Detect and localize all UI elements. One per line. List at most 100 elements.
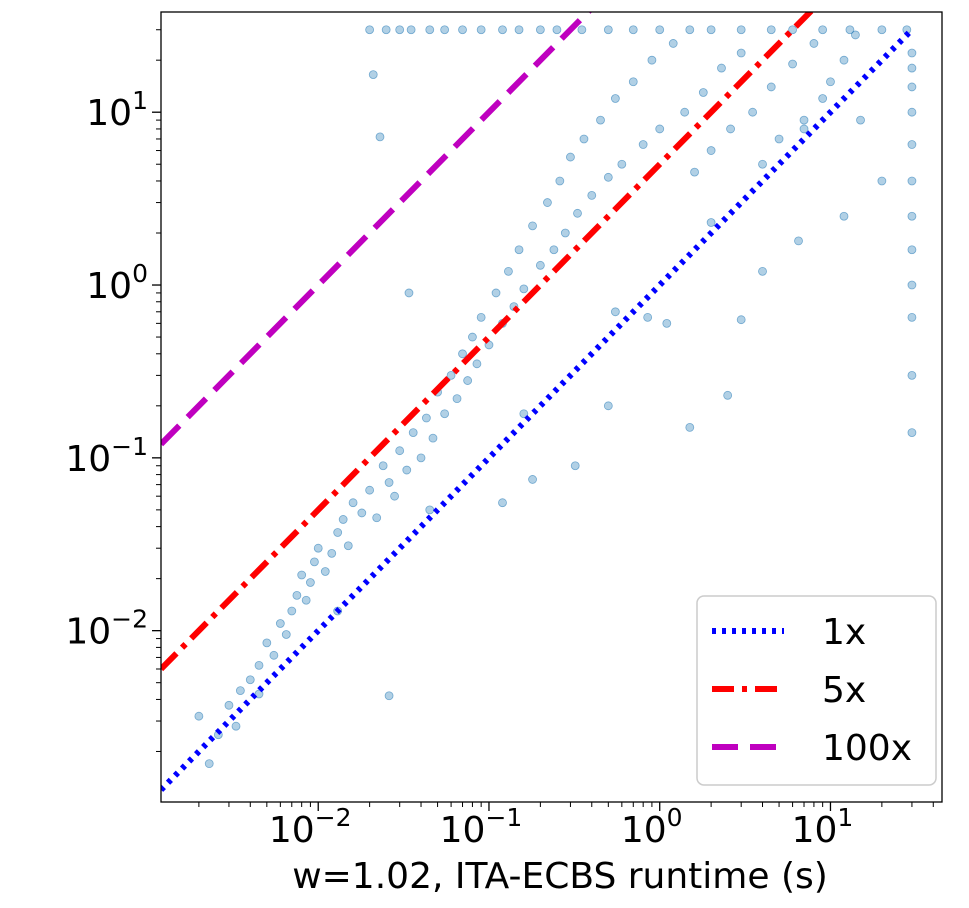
scatter-point <box>365 25 375 35</box>
scatter-point <box>543 198 552 207</box>
scatter-point <box>348 498 358 508</box>
scatter-point <box>603 401 613 411</box>
x-tick-label: 10−1 <box>440 803 523 851</box>
scatter-point <box>519 284 529 294</box>
scatter-point <box>224 700 234 710</box>
scatter-point <box>907 245 917 255</box>
scatter-point <box>440 25 450 35</box>
scatter-point <box>320 567 330 576</box>
scatter-point <box>766 82 776 92</box>
scatter-point <box>628 77 638 87</box>
scatter-point <box>301 595 311 605</box>
scatter-point <box>579 134 589 144</box>
scatter-point <box>476 25 486 35</box>
scatter-point <box>395 446 405 456</box>
scatter-point <box>381 25 391 35</box>
scatter-point <box>416 453 426 463</box>
scatter-point <box>794 236 803 246</box>
scatter-point <box>818 94 828 103</box>
scatter-point <box>788 59 797 69</box>
scatter-point <box>384 478 394 487</box>
scatter-point <box>368 70 378 80</box>
scatter-point <box>647 55 657 65</box>
scatter-point <box>338 515 348 524</box>
scatter-point <box>685 25 695 35</box>
scatter-point <box>425 25 435 35</box>
scatter-point <box>799 124 809 134</box>
scatter-point <box>573 208 582 218</box>
scatter-point <box>498 498 507 508</box>
scatter-point <box>313 543 323 553</box>
scatter-point <box>425 505 435 515</box>
scatter-point <box>839 211 849 221</box>
scatter-point <box>603 25 613 35</box>
scatter-point <box>668 39 678 48</box>
scatter-point <box>706 25 716 35</box>
scatter-point <box>706 218 716 227</box>
scatter-point <box>643 312 653 322</box>
scatter-point <box>287 606 297 616</box>
scatter-point <box>774 134 784 144</box>
scatter-point <box>566 152 575 162</box>
scatter-point <box>736 315 746 325</box>
scatter-point <box>275 619 285 628</box>
scatter-point <box>736 25 746 35</box>
scatter-point <box>452 394 462 404</box>
scatter-point <box>404 288 414 298</box>
scatter-point <box>472 359 482 369</box>
scatter-point <box>907 280 917 290</box>
scatter-point <box>655 25 665 35</box>
scatter-point <box>476 312 486 322</box>
scatter-point <box>372 513 382 523</box>
scatter-point <box>617 159 627 169</box>
scatter-points <box>194 25 917 769</box>
legend-label-100x: 100x <box>822 728 912 769</box>
scatter-point <box>395 25 405 35</box>
scatter-point <box>491 288 501 298</box>
scatter-point <box>428 433 438 443</box>
scatter-point <box>504 266 513 276</box>
scatter-point <box>603 172 613 182</box>
scatter-point <box>390 491 399 501</box>
scatter-point <box>357 508 367 518</box>
scatter-point <box>655 124 665 134</box>
scatter-point <box>235 686 245 695</box>
x-axis-ticks: 10−2 10−1 100 101 <box>198 802 934 851</box>
reference-line-1x <box>161 27 915 792</box>
reference-line-5x <box>161 12 815 672</box>
legend-label-1x: 1x <box>822 612 866 653</box>
scatter-point <box>528 475 537 484</box>
scatter-point <box>723 390 733 400</box>
scatter-point <box>446 370 456 380</box>
scatter-point <box>528 221 537 231</box>
scatter-point <box>638 140 648 149</box>
scatter-point <box>570 461 580 471</box>
scatter-point <box>907 370 917 380</box>
scatter-point <box>610 94 620 103</box>
y-tick-label: 101 <box>86 86 148 134</box>
scatter-point <box>519 409 529 419</box>
scatter-point <box>758 159 767 169</box>
scatter-point <box>809 39 819 48</box>
scatter-point <box>717 63 726 73</box>
scatter-point <box>680 107 690 117</box>
scatter-point <box>440 409 450 419</box>
y-axis-ticks: 10−2 10−1 100 101 <box>65 29 161 752</box>
scatter-point <box>907 176 917 186</box>
scatter-point <box>535 25 545 35</box>
scatter-point <box>498 25 507 35</box>
scatter-point <box>662 318 672 328</box>
scatter-point <box>384 691 394 701</box>
plot-frame <box>160 11 943 803</box>
scatter-point <box>375 132 385 142</box>
scatter-point <box>577 25 587 35</box>
scatter-point <box>281 630 291 639</box>
scatter-point <box>788 25 797 35</box>
scatter-point <box>907 107 917 117</box>
scatter-point <box>736 48 746 58</box>
scatter-point <box>748 107 758 117</box>
scatter-point <box>758 266 767 276</box>
x-tick-label: 10−2 <box>269 803 352 851</box>
scatter-point <box>327 548 337 558</box>
scatter-point <box>231 721 241 731</box>
